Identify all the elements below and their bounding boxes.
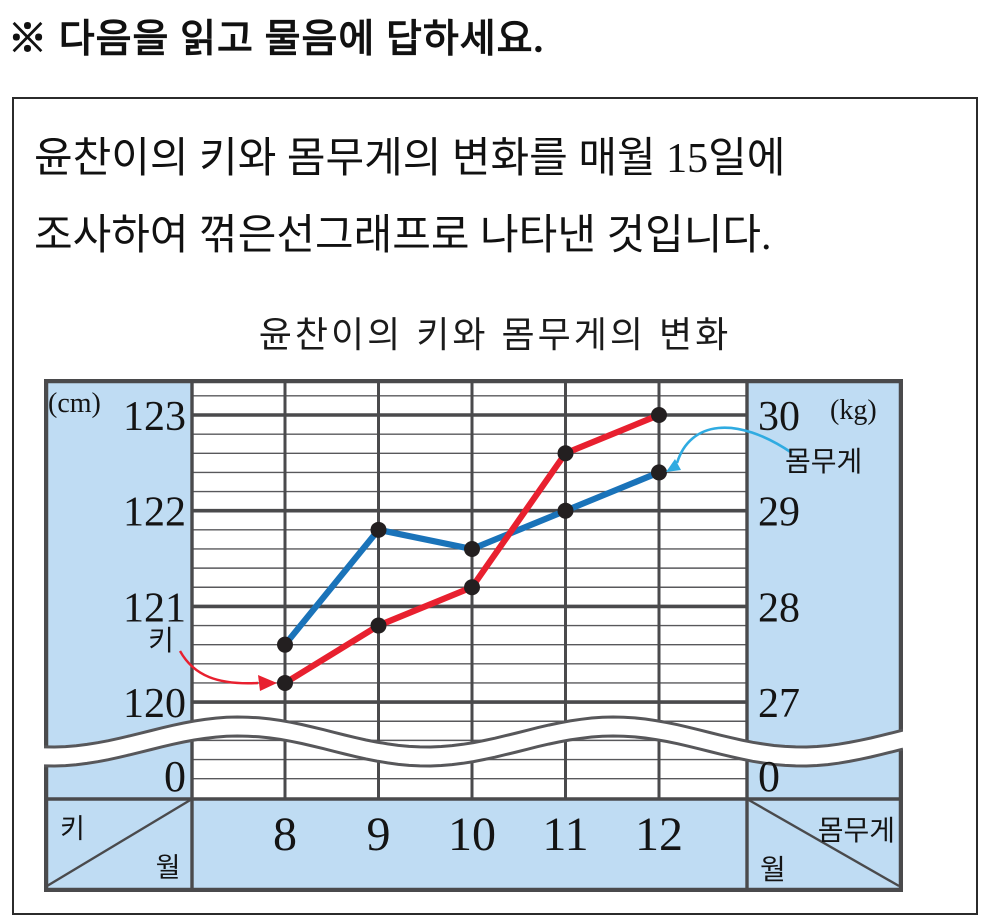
axis-break-wave-top: [43, 715, 904, 749]
data-point: [464, 579, 480, 596]
month-label: 9: [367, 808, 391, 861]
axis-break-wave: [44, 717, 903, 766]
right-axis-tick: 29: [758, 490, 800, 536]
month-label: 12: [635, 808, 683, 861]
data-point: [557, 502, 574, 519]
right-axis-unit: (kg): [830, 395, 877, 426]
axis-break-wave-bottom: [43, 734, 904, 768]
corner-right-diagonal: [746, 797, 900, 888]
data-point: [370, 521, 387, 538]
month-label: 11: [542, 808, 588, 861]
chart-outer-border: [43, 378, 904, 893]
right-axis-tick: 28: [758, 585, 800, 631]
weight-label-arrowhead: [666, 459, 681, 472]
month-label: 8: [273, 808, 297, 861]
left-axis-tick: 120: [123, 681, 186, 727]
weight-label-arrow: [675, 426, 793, 464]
month-label: 10: [448, 808, 496, 861]
problem-box: 윤찬이의 키와 몸무게의 변화를 매월 15일에 조사하여 꺾은선그래프로 나타…: [12, 97, 978, 915]
left-axis-tick: 122: [123, 490, 186, 536]
corner-left-col-label: 월: [156, 853, 181, 883]
problem-description-line1: 윤찬이의 키와 몸무게의 변화를 매월 15일에: [34, 136, 786, 182]
instruction-text: ※ 다음을 읽고 물음에 답하세요.: [8, 18, 545, 61]
right-axis-tick: 30: [758, 394, 800, 440]
corner-right-row-label: 몸무게: [818, 815, 895, 846]
data-point: [277, 674, 293, 691]
data-point: [277, 636, 293, 653]
problem-description: 윤찬이의 키와 몸무게의 변화를 매월 15일에 조사하여 꺾은선그래프로 나타…: [34, 121, 785, 275]
right-axis-zero: 0: [758, 752, 780, 801]
height-label-arrowhead: [258, 675, 277, 691]
corner-right-col-label: 월: [760, 854, 786, 885]
data-point: [370, 617, 387, 634]
chart-title: 윤찬이의 키와 몸무게의 변화: [258, 314, 732, 355]
left-axis-tick: 121: [123, 585, 186, 631]
height-label-arrow: [178, 650, 259, 685]
data-point: [651, 464, 667, 481]
data-point: [557, 445, 574, 462]
x-axis-band: [44, 799, 903, 892]
height-series-label: 키: [148, 625, 174, 656]
data-point: [464, 540, 480, 557]
data-point: [651, 407, 667, 423]
weight-series-label: 몸무게: [785, 446, 862, 477]
problem-description-line2: 조사하여 꺾은선그래프로 나타낸 것입니다.: [34, 213, 772, 259]
left-axis-unit: (cm): [48, 388, 101, 419]
right-axis-band: [747, 379, 903, 799]
chart-svg: 123 122 121 120 0 (cm) 키 30 29 28 27 0 (kg) 몸무게 8 9 10 11…: [43, 378, 904, 893]
corner-left-row-label: 키: [60, 814, 85, 844]
line-chart: 123 122 121 120 0 (cm) 키 30 29 28 27 0 (kg) 몸무게 8 9 10 11…: [43, 378, 904, 893]
left-axis-tick: 123: [123, 394, 186, 440]
corner-left-diagonal: [46, 797, 193, 888]
left-axis-zero: 0: [164, 752, 186, 801]
right-axis-tick: 27: [758, 681, 800, 727]
